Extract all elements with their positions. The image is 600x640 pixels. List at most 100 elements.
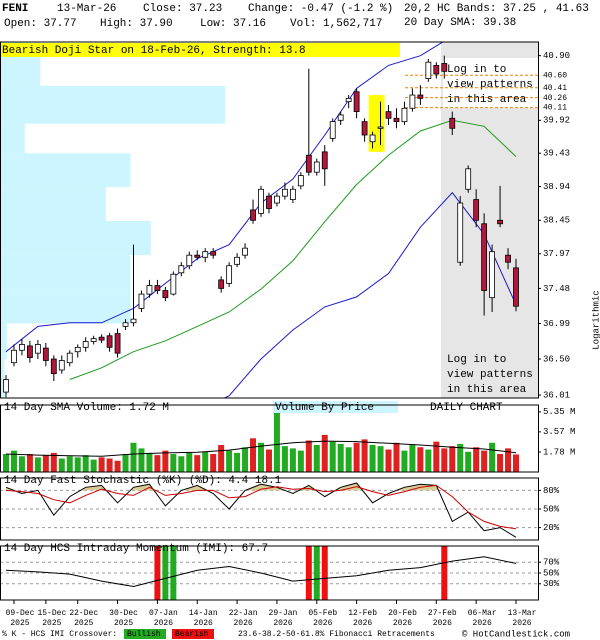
volume-bar	[3, 454, 9, 472]
volume-by-price-bar	[0, 255, 131, 290]
y-tick-label: 40.90	[543, 51, 570, 61]
volume-bar	[90, 459, 97, 472]
candle-body	[178, 265, 185, 274]
candle-body	[274, 195, 280, 204]
locked-note: in this area	[447, 94, 527, 106]
panel-border	[0, 477, 539, 541]
x-tick-label: 27-Feb 2026	[428, 609, 457, 628]
x-tick-label: 07-Jan 2026	[149, 609, 178, 628]
locked-note: view patterns	[447, 79, 533, 91]
volume-bar	[473, 447, 480, 472]
y-tick-label: 70%	[543, 558, 560, 568]
volume-bar	[26, 454, 33, 472]
indicator-plot	[5, 546, 517, 600]
volume-bar	[305, 440, 312, 472]
candle-body	[50, 358, 57, 375]
volume-bar	[441, 448, 448, 472]
symbol: FENI	[2, 3, 28, 15]
bullish-label: Bullish	[127, 630, 161, 639]
candle-body	[234, 256, 240, 265]
volume-bar	[122, 454, 129, 472]
candle-body	[146, 285, 153, 295]
y-tick-label: 30%	[543, 579, 560, 589]
candle-body	[313, 161, 320, 173]
candle-body	[497, 219, 503, 225]
volume-bar	[162, 450, 169, 472]
volume-bar	[433, 441, 440, 472]
candle-body	[242, 247, 248, 256]
volume-bar	[178, 456, 185, 472]
open: Open: 37.77	[4, 18, 77, 30]
volume-bar	[329, 441, 336, 472]
x-tick-label: 20-Feb 2026	[388, 609, 417, 628]
volume-bar	[409, 445, 416, 472]
volume-bar	[258, 442, 264, 472]
candle-body	[321, 151, 328, 170]
locked-note: view patterns	[447, 369, 533, 381]
y-tick-label: 37.48	[543, 284, 570, 294]
sma-line	[69, 119, 517, 380]
chart-label: DAILY CHART	[430, 402, 503, 414]
crossover-signal	[154, 546, 161, 600]
crossover-signal	[313, 546, 320, 600]
volume-bar	[234, 452, 241, 472]
y-tick-label: 39.92	[543, 116, 570, 126]
candle-body	[369, 134, 376, 143]
candle-body	[114, 333, 121, 354]
candle-body	[282, 188, 288, 197]
low: Low: 37.16	[200, 18, 266, 30]
bearish-box	[172, 629, 214, 639]
volume-bar	[226, 450, 233, 472]
panel-title: 14 Day HCS Intraday Momentum (IMI): 67.7	[4, 543, 268, 555]
volume-by-price-bar	[0, 289, 131, 324]
volume-bar	[66, 456, 73, 472]
volume-bar	[265, 449, 272, 472]
volume-bar	[34, 457, 41, 472]
volume-bar	[417, 447, 424, 472]
candle-body	[433, 65, 440, 75]
volume-bar	[281, 446, 288, 472]
volume-bar	[42, 455, 49, 472]
candle-body	[34, 344, 41, 354]
volume-bar	[353, 442, 360, 472]
volume-bar	[138, 448, 145, 472]
y-tick-label: 36.50	[543, 354, 570, 364]
candle-body	[353, 91, 360, 113]
candle-body	[210, 251, 217, 256]
crossover-signal	[170, 546, 177, 600]
x-tick-label: 05-Feb 2026	[308, 609, 337, 628]
candle-body	[457, 202, 464, 263]
bearish-label: Bearish	[175, 630, 209, 639]
x-tick-label: 14-Jan 2026	[189, 609, 218, 628]
volume-bar	[449, 446, 456, 472]
x-tick-label: 22-Dec 2025	[69, 609, 98, 628]
volume-bar	[202, 451, 209, 472]
x-tick-label: 30-Dec 2025	[109, 609, 138, 628]
fib-label: 40.41	[543, 84, 567, 93]
candle-body	[441, 63, 448, 72]
candle-body	[74, 346, 81, 353]
vbp-label-bg	[273, 401, 398, 413]
vbp-label: Volume By Price	[275, 402, 374, 414]
volume-bar	[10, 450, 17, 472]
band-line	[223, 191, 517, 398]
volume-bar	[74, 457, 81, 472]
candle-body	[130, 318, 137, 324]
y-tick-label: 50%	[543, 504, 560, 514]
volume-bar	[505, 448, 512, 472]
date: 13-Mar-26	[57, 3, 116, 15]
candle-body	[106, 335, 113, 348]
candle-body	[409, 94, 416, 109]
volume-bar	[313, 445, 320, 472]
volume-bar	[106, 458, 113, 472]
fib-label: 40.26	[543, 94, 567, 103]
volume-by-price-bar	[0, 123, 25, 154]
volume-bar	[465, 451, 472, 472]
y-tick-label: 37.97	[543, 249, 570, 259]
volume-bar	[401, 450, 408, 472]
crossover-signal	[441, 546, 448, 600]
volume-bar	[242, 447, 249, 472]
volume-bar	[377, 446, 384, 472]
x-tick-label: 09-Dec 2025	[6, 609, 35, 628]
volume-bar	[489, 442, 496, 472]
